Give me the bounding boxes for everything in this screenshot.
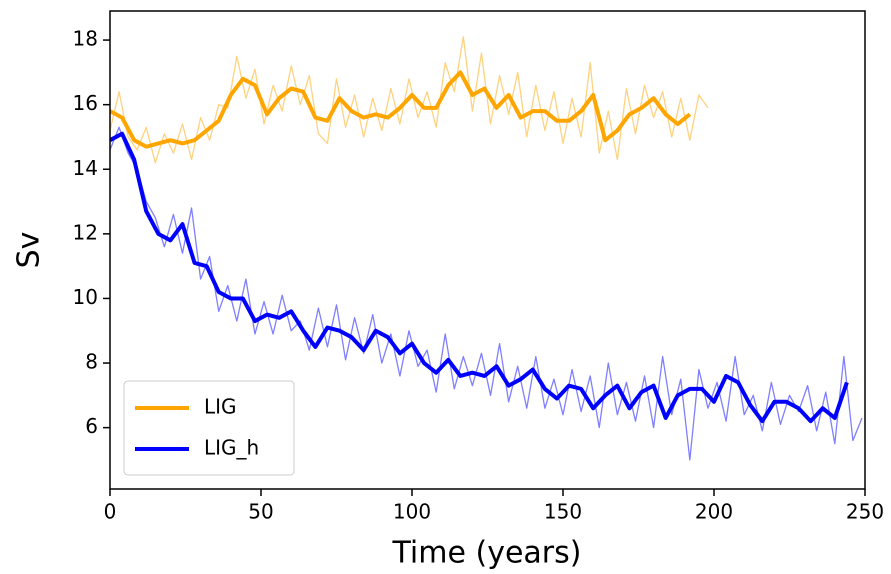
y-tick-label: 18	[73, 27, 98, 51]
y-tick-label: 10	[73, 285, 98, 309]
y-tick-label: 14	[73, 156, 98, 180]
y-tick-label: 16	[73, 91, 98, 115]
legend-label: LIG_h	[204, 436, 259, 460]
y-tick-label: 6	[85, 414, 98, 438]
x-axis-label: Time (years)	[392, 536, 582, 571]
x-tick-label: 100	[393, 500, 431, 524]
legend-label: LIG	[204, 395, 237, 419]
y-tick-label: 8	[85, 350, 98, 374]
series-line	[110, 36, 709, 164]
x-tick-label: 150	[544, 500, 582, 524]
x-tick-label: 250	[846, 500, 884, 524]
plot-frame	[109, 10, 866, 490]
y-axis-label: Sv	[12, 232, 47, 269]
series-line	[110, 70, 692, 149]
legend-box	[123, 380, 295, 476]
series-line	[110, 131, 849, 424]
y-tick-label: 12	[73, 220, 98, 244]
x-tick-label: 200	[695, 500, 733, 524]
x-tick-label: 0	[104, 500, 117, 524]
x-tick-label: 50	[248, 500, 273, 524]
